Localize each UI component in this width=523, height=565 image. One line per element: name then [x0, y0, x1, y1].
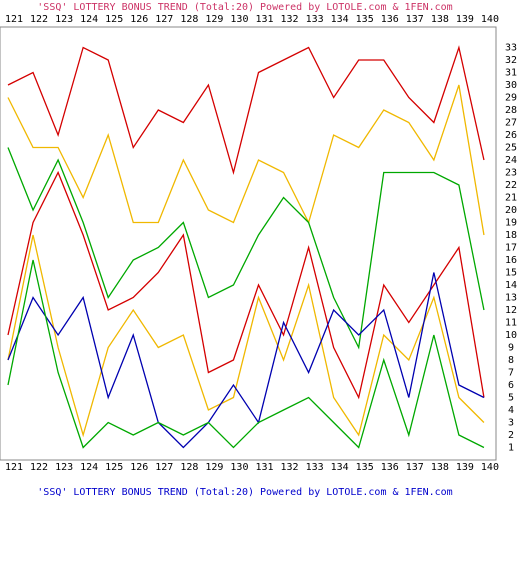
x-tick-label-bottom: 124	[80, 462, 98, 473]
x-tick-label-top: 130	[230, 14, 248, 25]
x-tick-label-top: 135	[356, 14, 374, 25]
y-tick-label: 11	[505, 318, 517, 329]
x-tick-label-top: 132	[281, 14, 299, 25]
series-line	[7, 147, 485, 350]
y-tick-label: 32	[505, 55, 517, 66]
chart-title: 'SSQ' LOTTERY BONUS TREND (Total:20) Pow…	[37, 2, 452, 13]
x-tick-label-top: 134	[331, 14, 349, 25]
y-tick-label: 14	[505, 280, 517, 291]
y-tick-label: 5	[508, 393, 514, 404]
x-tick-label-bottom: 123	[55, 462, 73, 473]
x-tick-label-top: 131	[255, 14, 273, 25]
x-tick-label-top: 139	[456, 14, 474, 25]
x-tick-label-bottom: 127	[155, 462, 173, 473]
x-tick-label-top: 140	[481, 14, 499, 25]
x-tick-label-bottom: 126	[130, 462, 148, 473]
x-tick-label-bottom: 140	[481, 462, 499, 473]
y-tick-label: 6	[508, 380, 514, 391]
x-tick-label-top: 129	[205, 14, 223, 25]
y-tick-label: 23	[505, 168, 517, 179]
y-tick-label: 10	[505, 330, 517, 341]
x-tick-label-bottom: 138	[431, 462, 449, 473]
y-tick-label: 9	[508, 343, 514, 354]
y-tick-label: 18	[505, 230, 517, 241]
y-tick-label: 12	[505, 305, 517, 316]
x-tick-label-bottom: 128	[180, 462, 198, 473]
y-tick-label: 31	[505, 68, 517, 79]
x-tick-label-bottom: 139	[456, 462, 474, 473]
x-tick-label-top: 133	[306, 14, 324, 25]
y-tick-label: 3	[508, 418, 514, 429]
x-tick-label-bottom: 122	[30, 462, 48, 473]
x-tick-label-top: 138	[431, 14, 449, 25]
y-tick-label: 16	[505, 255, 517, 266]
x-tick-label-top: 123	[55, 14, 73, 25]
series-line	[7, 84, 485, 236]
y-tick-label: 8	[508, 355, 514, 366]
series-line	[7, 272, 485, 449]
y-tick-label: 28	[505, 105, 517, 116]
y-tick-label: 25	[505, 143, 517, 154]
y-tick-label: 19	[505, 218, 517, 229]
chart-footer-title: 'SSQ' LOTTERY BONUS TREND (Total:20) Pow…	[37, 487, 452, 498]
x-tick-label-bottom: 129	[205, 462, 223, 473]
x-tick-label-top: 122	[30, 14, 48, 25]
y-tick-label: 21	[505, 193, 517, 204]
x-tick-label-top: 125	[105, 14, 123, 25]
y-tick-label: 20	[505, 205, 517, 216]
x-tick-label-bottom: 133	[306, 462, 324, 473]
series-line	[7, 234, 485, 438]
y-tick-label: 33	[505, 43, 517, 54]
x-tick-label-bottom: 125	[105, 462, 123, 473]
x-tick-label-bottom: 135	[356, 462, 374, 473]
y-tick-label: 26	[505, 130, 517, 141]
x-tick-label-top: 127	[155, 14, 173, 25]
series-line	[7, 259, 485, 449]
y-tick-label: 29	[505, 93, 517, 104]
x-tick-label-bottom: 136	[381, 462, 399, 473]
y-tick-label: 13	[505, 293, 517, 304]
y-tick-label: 15	[505, 268, 517, 279]
y-tick-label: 24	[505, 155, 517, 166]
x-tick-label-top: 126	[130, 14, 148, 25]
x-tick-label-top: 136	[381, 14, 399, 25]
y-tick-label: 7	[508, 368, 514, 379]
x-tick-label-bottom: 137	[406, 462, 424, 473]
series-line	[7, 45, 485, 176]
y-tick-label: 4	[508, 405, 514, 416]
x-tick-label-bottom: 121	[5, 462, 23, 473]
x-tick-label-top: 128	[180, 14, 198, 25]
y-tick-label: 30	[505, 80, 517, 91]
x-tick-label-bottom: 132	[281, 462, 299, 473]
x-tick-label-top: 121	[5, 14, 23, 25]
plot-frame	[0, 26, 497, 461]
y-tick-label: 1	[508, 443, 514, 454]
y-tick-label: 2	[508, 430, 514, 441]
x-tick-label-bottom: 130	[230, 462, 248, 473]
y-tick-label: 22	[505, 180, 517, 191]
y-tick-label: 27	[505, 118, 517, 129]
x-tick-label-top: 137	[406, 14, 424, 25]
x-tick-label-bottom: 131	[255, 462, 273, 473]
x-tick-label-bottom: 134	[331, 462, 349, 473]
x-tick-label-top: 124	[80, 14, 98, 25]
series-line	[7, 170, 485, 400]
y-tick-label: 17	[505, 243, 517, 254]
